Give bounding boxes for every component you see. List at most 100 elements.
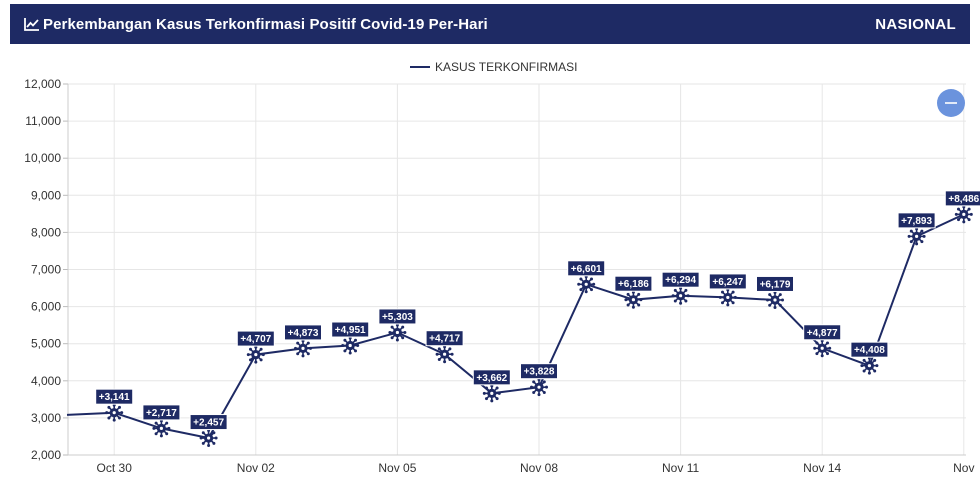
virus-spike-tip bbox=[671, 294, 675, 298]
virus-spike-tip bbox=[246, 353, 250, 357]
virus-spike-tip bbox=[862, 358, 866, 362]
virus-spike-tip bbox=[435, 352, 439, 356]
virus-spike-tip bbox=[781, 298, 784, 302]
virus-spike-tip bbox=[201, 441, 205, 445]
virus-spike-tip bbox=[120, 411, 124, 415]
data-label: +4,951 bbox=[331, 321, 370, 338]
virus-spike-tip bbox=[448, 347, 452, 351]
virus-marker-icon[interactable] bbox=[954, 205, 973, 224]
virus-spike-tip bbox=[497, 391, 501, 395]
virus-spike-tip bbox=[684, 299, 688, 303]
zoom-out-button[interactable] bbox=[937, 89, 965, 117]
data-label-box bbox=[850, 341, 889, 358]
virus-marker-icon[interactable] bbox=[341, 336, 360, 355]
virus-spike-tip bbox=[348, 351, 352, 355]
virus-spike-tip bbox=[545, 385, 548, 389]
virus-spike-tip bbox=[159, 434, 163, 438]
data-label-box bbox=[331, 321, 370, 338]
data-label-text: +5,303 bbox=[382, 312, 413, 323]
data-label: +3,141 bbox=[95, 388, 134, 405]
virus-spike-tip bbox=[778, 293, 782, 297]
data-label-text: +4,873 bbox=[288, 328, 319, 339]
virus-spike-tip bbox=[301, 354, 305, 358]
virus-marker-icon[interactable] bbox=[246, 345, 265, 364]
virus-spike-tip bbox=[766, 298, 769, 302]
virus-marker-icon[interactable] bbox=[860, 356, 879, 375]
data-label-text: +2,457 bbox=[193, 418, 224, 429]
virus-spike-tip bbox=[248, 358, 252, 362]
virus-spike-tip bbox=[343, 349, 347, 353]
virus-marker-icon[interactable] bbox=[435, 345, 454, 364]
virus-marker-icon[interactable] bbox=[624, 290, 643, 309]
virus-marker-icon[interactable] bbox=[199, 429, 218, 448]
data-label-text: +6,179 bbox=[760, 279, 791, 290]
virus-spike-tip bbox=[577, 282, 581, 286]
virus-spike-tip bbox=[212, 441, 216, 445]
chart-title: Perkembangan Kasus Terkonfirmasi Positif… bbox=[43, 15, 488, 33]
virus-core-dot bbox=[631, 298, 636, 302]
virus-marker-icon[interactable] bbox=[105, 403, 124, 422]
virus-core-dot bbox=[207, 436, 211, 440]
data-label-box bbox=[614, 275, 653, 292]
virus-spike-tip bbox=[403, 330, 407, 334]
data-label: +3,662 bbox=[472, 369, 511, 386]
virus-marker-icon[interactable] bbox=[813, 339, 832, 358]
virus-core-dot bbox=[301, 346, 305, 351]
virus-spike-tip bbox=[259, 358, 263, 362]
virus-marker-icon[interactable] bbox=[388, 323, 407, 342]
virus-spike-tip bbox=[112, 418, 116, 422]
virus-spike-tip bbox=[673, 288, 677, 292]
data-label: +7,893 bbox=[897, 212, 936, 229]
virus-marker-icon[interactable] bbox=[671, 286, 690, 305]
virus-core-dot bbox=[348, 343, 352, 348]
data-label-text: +3,141 bbox=[99, 392, 130, 403]
data-label: +4,877 bbox=[803, 324, 842, 341]
legend-label: KASUS TERKONFIRMASI bbox=[435, 60, 577, 74]
virus-spike-tip bbox=[296, 352, 300, 356]
virus-spike-tip bbox=[484, 397, 488, 401]
data-label-box bbox=[567, 260, 606, 277]
virus-spike-tip bbox=[482, 391, 486, 395]
virus-marker-icon[interactable] bbox=[152, 419, 171, 438]
header-title-group: Perkembangan Kasus Terkonfirmasi Positif… bbox=[24, 16, 488, 33]
x-tick-label: Oct 30 bbox=[97, 461, 133, 475]
data-label: +6,186 bbox=[614, 275, 653, 292]
virus-spike-tip bbox=[530, 385, 533, 389]
data-label-box bbox=[803, 324, 842, 341]
virus-marker-icon[interactable] bbox=[766, 290, 784, 309]
virus-spike-tip bbox=[969, 212, 973, 216]
data-labels: +3,141 +2,717 +2,457 +4,707 +4,873 +4,951 +5,3… bbox=[95, 190, 980, 431]
virus-spike-tip bbox=[165, 421, 169, 425]
legend[interactable]: KASUS TERKONFIRMASI bbox=[410, 60, 577, 74]
virus-spike-tip bbox=[907, 234, 911, 238]
virus-spike-tip bbox=[826, 341, 830, 345]
data-label-text: +4,717 bbox=[429, 334, 460, 345]
virus-core-dot bbox=[773, 298, 777, 302]
virus-marker-icon[interactable] bbox=[907, 227, 926, 246]
virus-spike-tip bbox=[532, 380, 536, 384]
data-label-box bbox=[944, 190, 980, 207]
x-tick-label: Nov 08 bbox=[520, 461, 558, 475]
virus-spike-tip bbox=[294, 346, 297, 350]
virus-spike-tip bbox=[107, 416, 111, 420]
y-tick-label: 11,000 bbox=[25, 114, 61, 128]
virus-spike-tip bbox=[201, 431, 205, 435]
data-label: +6,247 bbox=[708, 273, 747, 290]
virus-marker-icon[interactable] bbox=[294, 339, 312, 358]
virus-spike-tip bbox=[207, 444, 211, 448]
virus-marker-icon[interactable] bbox=[530, 378, 548, 397]
data-label-box bbox=[520, 363, 558, 380]
data-label-text: +3,828 bbox=[524, 367, 555, 378]
virus-marker-icon[interactable] bbox=[577, 275, 596, 294]
virus-spike-tip bbox=[726, 303, 730, 307]
virus-marker-icon[interactable] bbox=[718, 288, 737, 307]
virus-spike-tip bbox=[773, 305, 777, 309]
virus-spike-tip bbox=[637, 292, 641, 296]
virus-spike-tip bbox=[448, 358, 452, 362]
virus-spike-tip bbox=[248, 347, 252, 351]
virus-spike-tip bbox=[390, 325, 394, 329]
y-tick-label: 6,000 bbox=[31, 300, 61, 314]
virus-core-dot bbox=[584, 282, 588, 286]
virus-marker-icon[interactable] bbox=[482, 384, 501, 403]
virus-spike-tip bbox=[626, 292, 630, 296]
